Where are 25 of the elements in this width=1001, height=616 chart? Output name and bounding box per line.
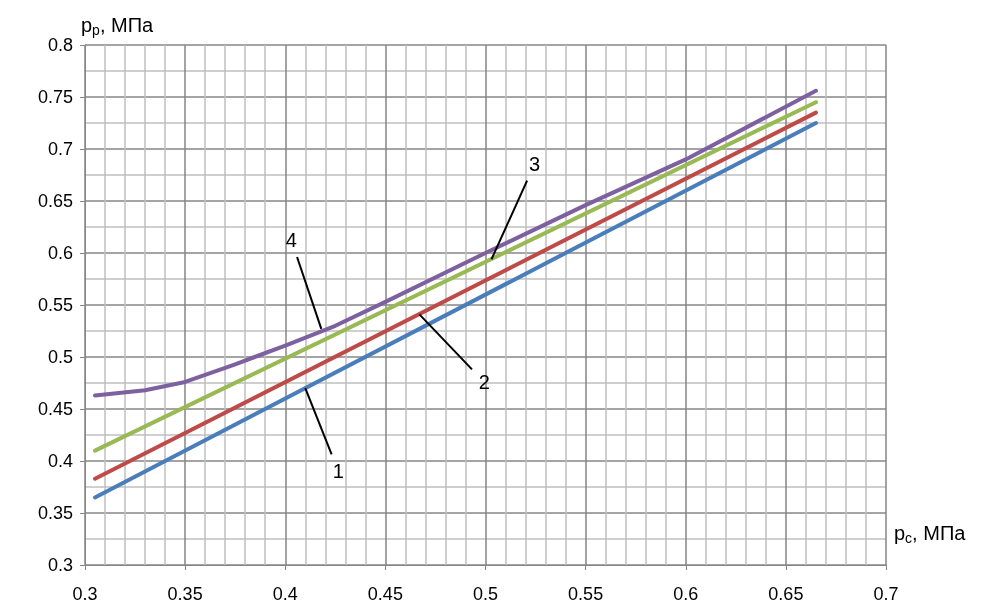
x-tick-label: 0.7 bbox=[873, 584, 899, 604]
x-tick-label: 0.45 bbox=[367, 584, 403, 604]
y-tick-label: 0.4 bbox=[47, 451, 73, 471]
x-tick-label: 0.3 bbox=[72, 584, 98, 604]
annotation: 1 bbox=[332, 460, 344, 483]
y-tick-label: 0.8 bbox=[47, 35, 73, 55]
annotation: 4 bbox=[285, 228, 297, 251]
y-tick-label: 0.75 bbox=[37, 87, 73, 107]
y-tick-label: 0.65 bbox=[37, 191, 73, 211]
x-tick-label: 0.35 bbox=[167, 584, 203, 604]
y-tick-label: 0.35 bbox=[37, 503, 73, 523]
y-tick-label: 0.3 bbox=[47, 555, 73, 575]
x-tick-label: 0.65 bbox=[768, 584, 804, 604]
line-series bbox=[93, 88, 818, 398]
annotation: 3 bbox=[528, 153, 541, 176]
y-tick-label: 0.7 bbox=[47, 139, 73, 159]
x-tick-label: 0.4 bbox=[272, 584, 298, 604]
y-tick-label: 0.45 bbox=[37, 399, 73, 419]
x-tick-label: 0.5 bbox=[472, 584, 499, 604]
y-tick-label: 0.55 bbox=[37, 295, 73, 315]
annotation: 2 bbox=[478, 371, 490, 394]
x-tick-label: 0.55 bbox=[568, 584, 604, 604]
x-tick-label: 0.6 bbox=[673, 584, 699, 604]
y-tick-label: 0.6 bbox=[47, 243, 73, 263]
y-tick-label: 0.5 bbox=[47, 347, 73, 367]
